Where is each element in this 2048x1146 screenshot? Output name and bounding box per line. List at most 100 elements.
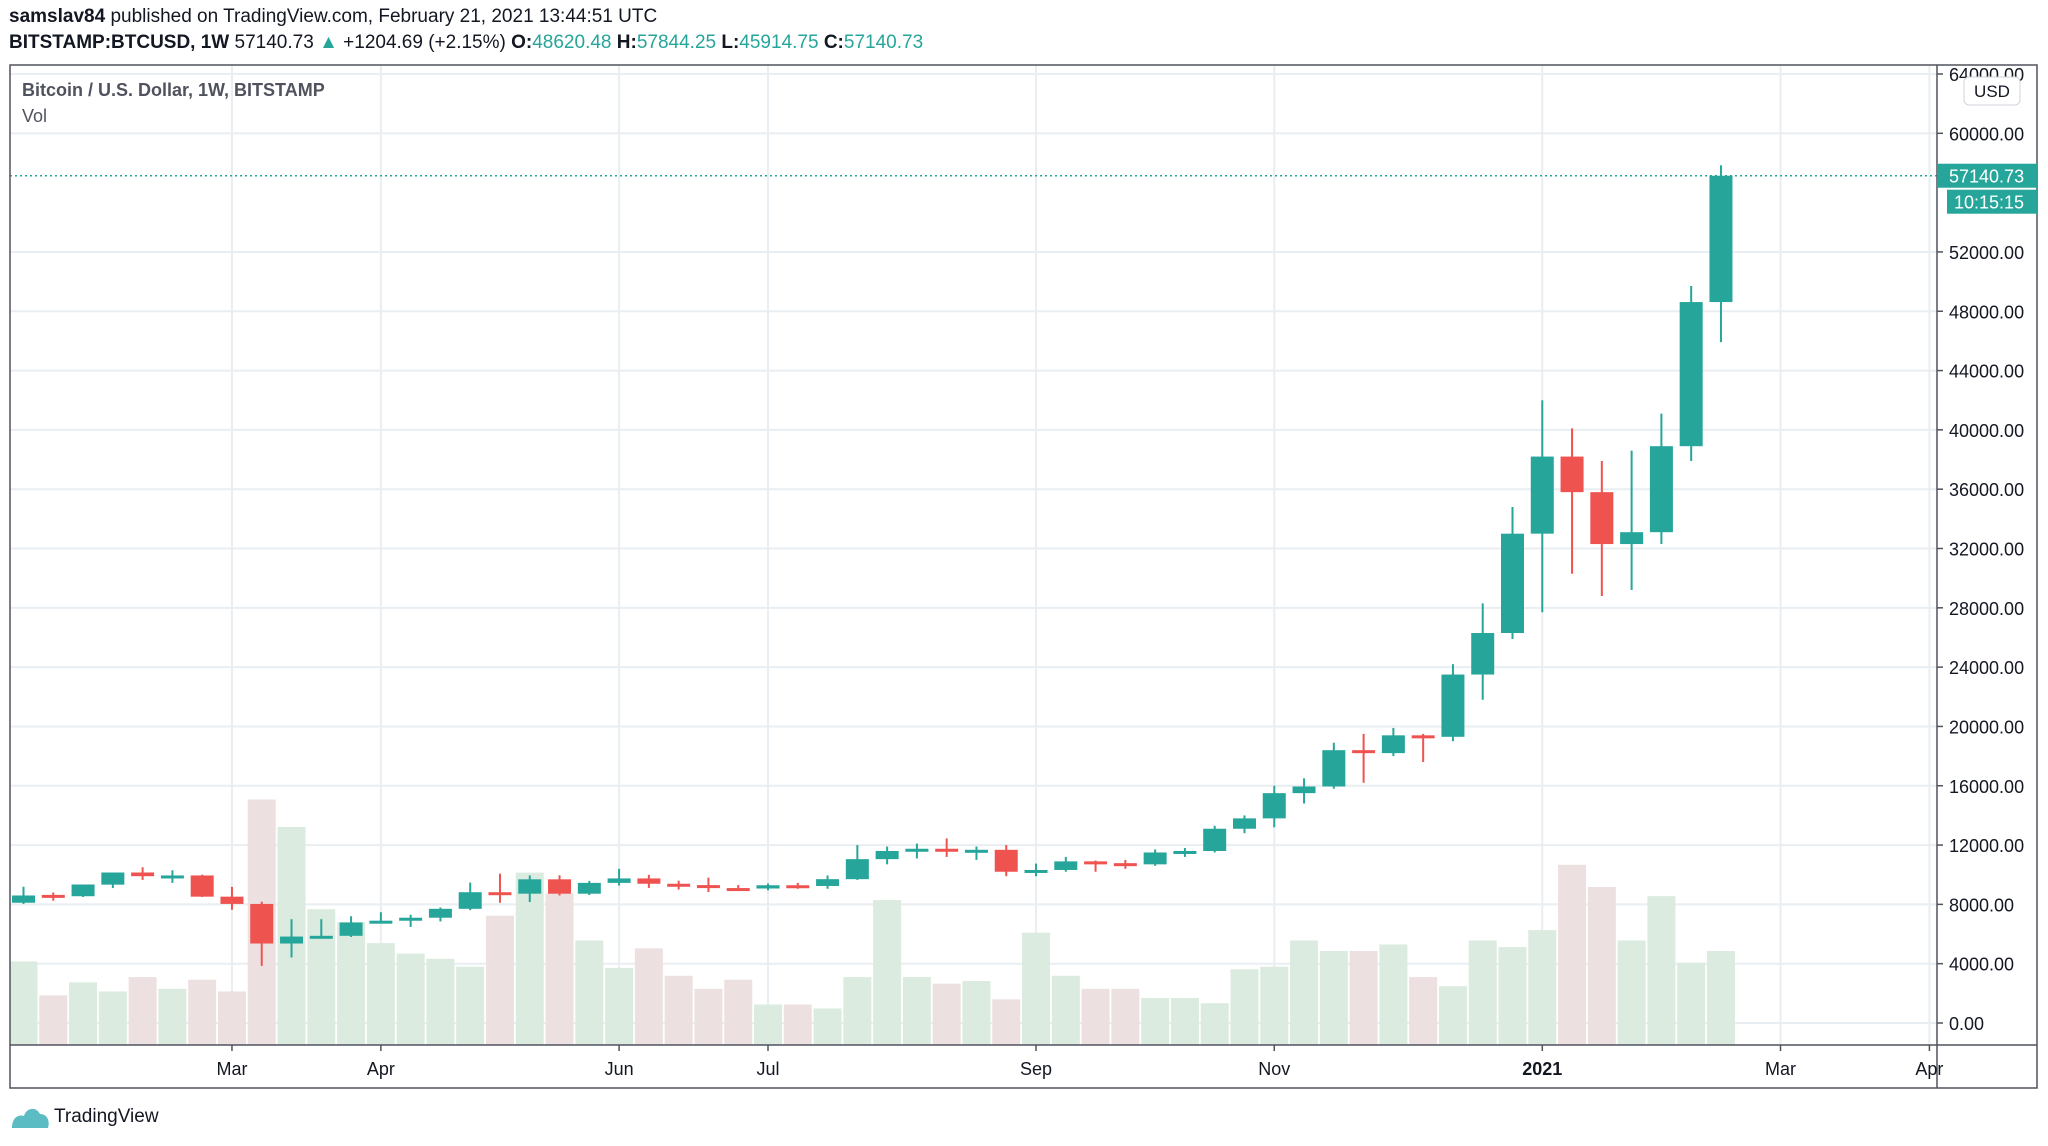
volume-bar — [1290, 940, 1319, 1045]
volume-bar — [1260, 966, 1289, 1045]
volume-bar — [1230, 969, 1259, 1045]
open-value: 48620.48 — [532, 32, 612, 53]
candle-body — [786, 885, 810, 889]
y-tick-label: 8000.00 — [1949, 895, 2014, 915]
volume-bar — [366, 943, 395, 1045]
volume-bar — [1081, 988, 1110, 1045]
candle-body — [1292, 786, 1316, 794]
volume-bar — [188, 979, 217, 1045]
candle-body — [637, 878, 661, 884]
volume-bar — [396, 953, 425, 1045]
volume-bar — [1587, 886, 1616, 1045]
candle-body — [1173, 850, 1197, 854]
candle-body — [1381, 735, 1405, 754]
candle-body — [1709, 175, 1733, 303]
candle-body — [1649, 446, 1673, 533]
volume-legend[interactable]: Vol — [22, 106, 48, 126]
candle-body — [1560, 456, 1584, 493]
candle-body — [667, 883, 691, 887]
candle-body — [1262, 793, 1286, 819]
candle-body — [875, 850, 899, 860]
y-tick-label: 36000.00 — [1949, 480, 2024, 500]
candle-body — [428, 908, 452, 918]
y-tick-label: 0.00 — [1949, 1014, 1984, 1034]
candle-body — [1530, 456, 1554, 534]
publish-text: published on TradingView.com, February 2… — [110, 6, 658, 27]
x-tick-label: 2021 — [1522, 1059, 1562, 1079]
candle-body — [12, 895, 35, 903]
candle-body — [369, 920, 393, 924]
publish-info: samslav84 published on TradingView.com, … — [9, 6, 657, 28]
volume-bar — [1498, 947, 1527, 1045]
candle-body — [41, 894, 65, 898]
candle-body — [607, 878, 631, 883]
symbol-info: BITSTAMP:BTCUSD, 1W 57140.73 ▲ +1204.69 … — [9, 32, 923, 54]
volume-bar — [1349, 950, 1378, 1045]
candle-body — [131, 872, 155, 877]
y-tick-label: 40000.00 — [1949, 421, 2024, 441]
y-tick-label: 52000.00 — [1949, 243, 2024, 263]
x-tick-label: Mar — [216, 1059, 247, 1079]
candle-body — [994, 849, 1018, 872]
y-tick-label: 32000.00 — [1949, 540, 2024, 560]
volume-bar — [902, 977, 931, 1045]
candle-body — [1441, 674, 1465, 737]
candle-body — [250, 903, 274, 944]
y-tick-label: 60000.00 — [1949, 124, 2024, 144]
volume-bar — [337, 922, 366, 1045]
high-value: 57844.25 — [636, 32, 717, 53]
candle-body — [1203, 828, 1227, 851]
volume-bar — [485, 915, 514, 1045]
volume-bar — [754, 1004, 782, 1045]
volume-bar — [724, 979, 753, 1045]
x-tick-label: Apr — [367, 1059, 395, 1079]
volume-bar — [158, 988, 187, 1045]
volume-bar — [128, 977, 157, 1045]
candle-body — [1322, 750, 1346, 787]
candle-body — [1084, 861, 1108, 865]
currency-button[interactable] — [1963, 76, 2021, 106]
candle-body — [101, 872, 125, 885]
candle-body — [1113, 863, 1137, 867]
volume-bar — [1111, 988, 1140, 1045]
symbol: BITSTAMP:BTCUSD, 1W — [9, 32, 230, 53]
candle-body — [1054, 861, 1078, 870]
candle-body — [309, 935, 333, 939]
candle-body — [339, 922, 363, 936]
candle-body — [1620, 532, 1644, 545]
volume-bar — [1558, 864, 1587, 1045]
volume-bar — [575, 940, 604, 1045]
x-tick-label: Mar — [1765, 1059, 1796, 1079]
volume-bar — [1379, 944, 1408, 1045]
tradingview-logo[interactable]: TradingView — [10, 1104, 159, 1130]
candle-body — [1501, 533, 1524, 634]
candle-body — [1679, 302, 1703, 447]
volume-bar — [843, 977, 872, 1045]
candle-body — [816, 879, 840, 886]
y-tick-label: 28000.00 — [1949, 599, 2024, 619]
volume-bar — [98, 991, 127, 1045]
volume-bar — [1438, 986, 1467, 1045]
volume-bar — [962, 981, 991, 1045]
brand-name: TradingView — [54, 1106, 159, 1127]
volume-bar — [605, 967, 634, 1045]
volume-bar — [545, 893, 574, 1045]
x-tick-label: Sep — [1020, 1059, 1052, 1079]
candle-body — [280, 936, 304, 944]
candle-body — [1024, 869, 1048, 873]
y-tick-label: 12000.00 — [1949, 836, 2024, 856]
x-tick-label: Apr — [1915, 1059, 1943, 1079]
candle-body — [458, 892, 482, 909]
volume-bar — [69, 982, 98, 1045]
candle-body — [964, 849, 988, 853]
candle-body — [488, 892, 512, 896]
candle-body — [160, 875, 184, 879]
candle-body — [190, 875, 214, 897]
chart-legend-title: Bitcoin / U.S. Dollar, 1W, BITSTAMP — [22, 80, 325, 100]
volume-bar — [1409, 977, 1438, 1045]
volume-bar — [1051, 975, 1080, 1045]
volume-bar — [1647, 896, 1676, 1045]
candle-body — [548, 879, 572, 894]
high-label: H: — [616, 32, 637, 53]
